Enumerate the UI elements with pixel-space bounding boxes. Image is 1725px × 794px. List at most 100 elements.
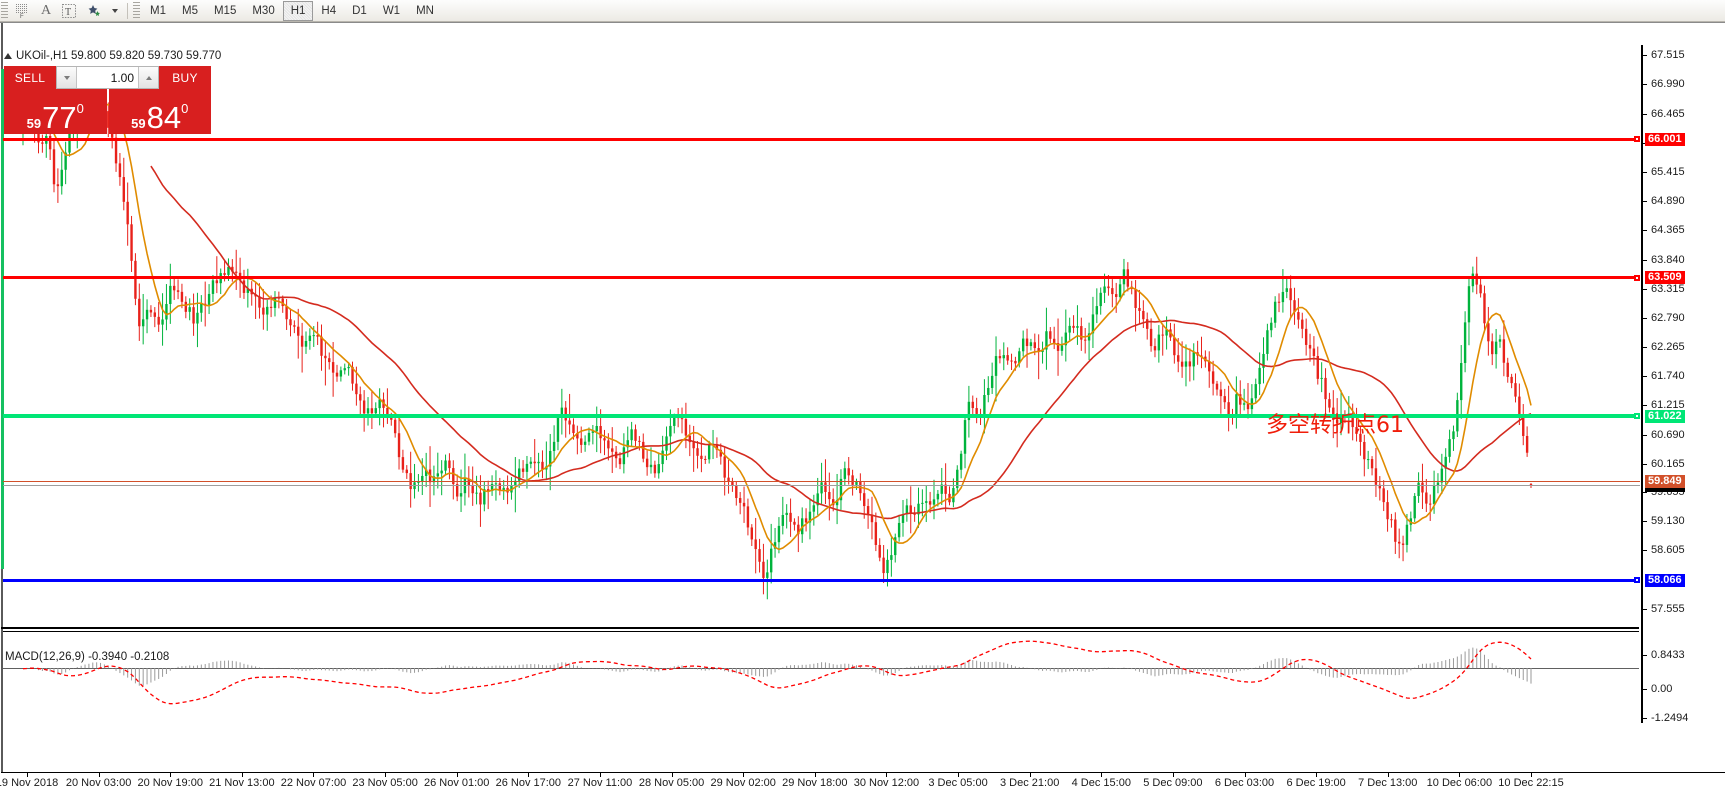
price-tick-label: 64.365 bbox=[1643, 224, 1725, 236]
price-tick-label: 63.315 bbox=[1643, 283, 1725, 295]
time-tick-label: 3 Dec 21:00 bbox=[999, 777, 1060, 789]
left-edge-pivot-marker bbox=[1, 69, 4, 569]
price-level-badge-resistance-63[interactable]: 63.509 bbox=[1645, 271, 1685, 285]
timeframe-toolbar-grip[interactable] bbox=[133, 1, 140, 20]
time-tick-mark bbox=[671, 773, 673, 777]
svg-text:F: F bbox=[20, 14, 24, 18]
chart-annotation-text: 多空转折点61 bbox=[1266, 413, 1404, 438]
sell-price-main: 77 bbox=[42, 100, 77, 135]
time-tick-label: 29 Nov 02:00 bbox=[710, 777, 776, 789]
level-line-bar bbox=[3, 276, 1640, 280]
time-tick-label: 20 Nov 19:00 bbox=[137, 777, 203, 789]
time-tick-mark bbox=[27, 773, 28, 777]
volume-stepper[interactable]: 1.00 bbox=[56, 66, 159, 89]
chart-window[interactable]: UKOil-,H1 59.800 59.820 59.730 59.770 SE… bbox=[0, 22, 1725, 794]
text-label-icon[interactable]: A bbox=[35, 1, 57, 21]
volume-decrement-button[interactable] bbox=[57, 67, 77, 88]
time-tick-mark bbox=[814, 773, 816, 777]
buy-price-lead: 59 bbox=[131, 116, 146, 131]
text-box-icon[interactable]: T bbox=[57, 1, 81, 21]
time-tick-mark bbox=[743, 773, 745, 777]
timeframe-m5[interactable]: M5 bbox=[181, 4, 198, 17]
time-tick-mark bbox=[98, 773, 100, 777]
sell-price-display[interactable]: 59 77 0 bbox=[4, 89, 107, 134]
timeframe-h1[interactable]: H1 bbox=[282, 0, 314, 21]
objects-dropdown-arrow[interactable] bbox=[107, 1, 123, 21]
objects-icon[interactable] bbox=[81, 1, 107, 21]
chevron-down-icon bbox=[112, 8, 118, 13]
collapse-triangle-icon[interactable] bbox=[4, 52, 12, 59]
level-line-bar bbox=[3, 485, 1640, 487]
time-tick-label: 19 Nov 2018 bbox=[0, 777, 59, 789]
oct-price-row: 59 77 0 59 84 0 bbox=[4, 89, 211, 134]
level-line-handle[interactable] bbox=[1634, 136, 1640, 143]
time-tick-mark bbox=[241, 773, 243, 777]
price-level-badge-support-58[interactable]: 58.066 bbox=[1645, 573, 1685, 587]
price-level-badge-resistance-66[interactable]: 66.001 bbox=[1645, 132, 1685, 146]
buy-price-display[interactable]: 59 84 0 bbox=[108, 89, 211, 134]
time-tick-mark bbox=[170, 773, 172, 777]
time-tick-mark bbox=[1244, 773, 1246, 777]
price-tick-label: 61.740 bbox=[1643, 370, 1725, 382]
time-tick-mark bbox=[1101, 773, 1103, 777]
price-level-badge-near-level-59[interactable]: 59.849 bbox=[1645, 474, 1685, 488]
time-tick-label: 26 Nov 17:00 bbox=[495, 777, 562, 789]
price-scale[interactable]: 67.51566.99066.46565.94065.41564.89064.3… bbox=[1641, 45, 1725, 724]
symbol-ohlc-text: UKOil-,H1 59.800 59.820 59.730 59.770 bbox=[16, 49, 222, 62]
main-toolbar: F A T M1 M5 M15 M30 H1 H4 D1 bbox=[0, 0, 1725, 22]
price-plot-area[interactable] bbox=[3, 45, 1639, 623]
price-tick-label: 60.690 bbox=[1643, 429, 1725, 441]
price-tick-label: 60.165 bbox=[1643, 458, 1725, 470]
time-tick-label: 10 Dec 22:15 bbox=[1498, 777, 1564, 789]
volume-increment-button[interactable] bbox=[138, 67, 158, 88]
time-scale[interactable]: 19 Nov 2018 20 Nov 03:00 20 Nov 19:00 21 No… bbox=[0, 772, 1725, 794]
time-tick-label: 3 Dec 05:00 bbox=[928, 777, 988, 789]
time-tick-label: 5 Dec 09:00 bbox=[1143, 777, 1203, 789]
price-tick-label: 66.465 bbox=[1643, 108, 1725, 120]
time-tick-label: 7 Dec 13:00 bbox=[1358, 777, 1418, 789]
sell-price-lead: 59 bbox=[26, 116, 42, 131]
price-tick-label: 57.555 bbox=[1643, 603, 1725, 615]
level-line-handle[interactable] bbox=[1634, 274, 1640, 281]
one-click-trading-panel[interactable]: SELL 1.00 BUY 59 77 0 bbox=[4, 66, 211, 134]
time-tick-mark bbox=[1316, 773, 1318, 777]
price-level-badge-pivot-61[interactable]: 61.022 bbox=[1645, 409, 1685, 423]
price-tick-label: 64.890 bbox=[1643, 195, 1725, 207]
time-tick-mark bbox=[886, 773, 888, 777]
price-tick-label: 62.790 bbox=[1643, 312, 1725, 324]
oct-top-row: SELL 1.00 BUY bbox=[4, 66, 211, 89]
time-tick-mark bbox=[1172, 773, 1174, 777]
time-tick-label: 6 Dec 19:00 bbox=[1286, 777, 1346, 789]
price-tick-label: 67.515 bbox=[1643, 49, 1725, 61]
time-tick-mark bbox=[1459, 773, 1461, 777]
buy-button[interactable]: BUY bbox=[159, 66, 211, 89]
level-line-handle[interactable] bbox=[1634, 577, 1640, 584]
buy-price-sup: 0 bbox=[181, 101, 189, 116]
time-tick-label: 22 Nov 07:00 bbox=[280, 777, 347, 789]
chevron-down-icon bbox=[63, 75, 70, 80]
timeframe-m1[interactable]: M1 bbox=[150, 4, 166, 17]
price-tick-label: 66.990 bbox=[1643, 78, 1725, 90]
time-tick-label: 20 Nov 03:00 bbox=[65, 777, 132, 789]
macd-plot-area[interactable] bbox=[3, 631, 1639, 722]
time-tick-mark bbox=[456, 773, 458, 777]
level-line-bar bbox=[3, 480, 1640, 482]
timeframe-h4[interactable]: H4 bbox=[321, 4, 337, 17]
price-tick-label: 63.840 bbox=[1643, 254, 1725, 266]
price-tick-label: 58.605 bbox=[1643, 544, 1725, 556]
sell-button[interactable]: SELL bbox=[4, 66, 56, 89]
timeframe-m30[interactable]: M30 bbox=[252, 4, 275, 17]
volume-input[interactable]: 1.00 bbox=[77, 67, 138, 88]
toolbar-grip[interactable] bbox=[1, 1, 8, 20]
crosshair-f-icon[interactable]: F bbox=[10, 1, 35, 21]
time-tick-label: 30 Nov 12:00 bbox=[853, 777, 920, 789]
text-label-glyph: A bbox=[40, 2, 52, 18]
macd-indicator-label: MACD(12,26,9) -0.3940 -0.2108 bbox=[5, 651, 170, 663]
time-tick-label: 6 Dec 03:00 bbox=[1214, 777, 1275, 789]
timeframe-d1[interactable]: D1 bbox=[352, 4, 367, 17]
timeframe-w1[interactable]: W1 bbox=[382, 4, 401, 17]
level-line-handle[interactable] bbox=[1634, 413, 1640, 420]
timeframe-mn[interactable]: MN bbox=[416, 4, 434, 17]
timeframe-m15[interactable]: M15 bbox=[213, 4, 237, 17]
